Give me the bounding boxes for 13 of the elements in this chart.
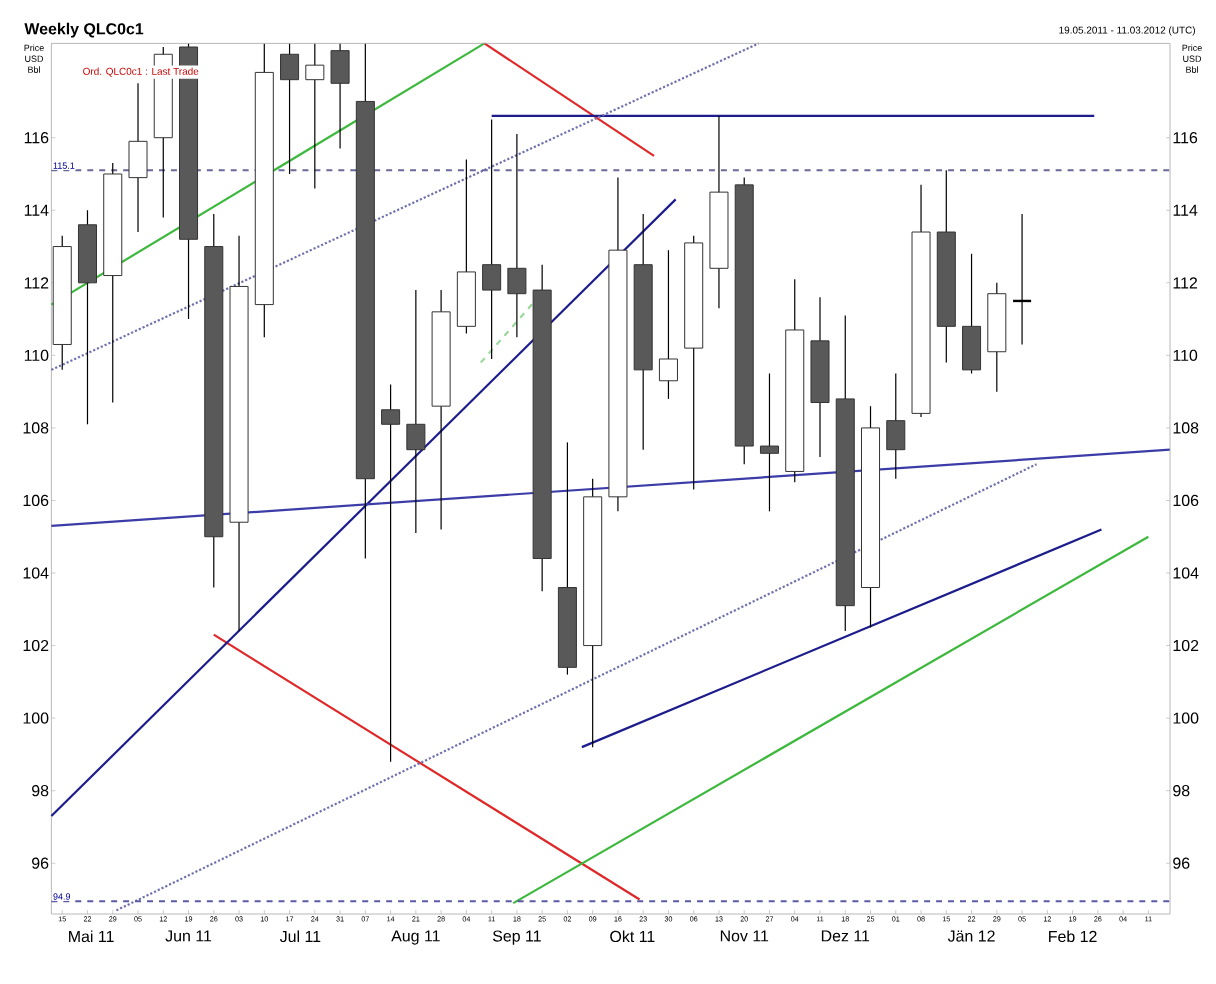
- candlestick: [507, 133, 527, 338]
- candlestick: [305, 42, 325, 190]
- candlestick: [1011, 213, 1033, 346]
- candlestick: [381, 383, 401, 763]
- candlestick: [482, 118, 502, 360]
- candlestick: [406, 289, 426, 534]
- candlestick: [280, 42, 300, 175]
- candlestick: [658, 249, 678, 400]
- candlestick: [128, 82, 148, 233]
- candlestick: [759, 372, 779, 512]
- candlestick: [330, 42, 350, 150]
- candlestick: [962, 253, 982, 375]
- candlestick: [886, 372, 906, 480]
